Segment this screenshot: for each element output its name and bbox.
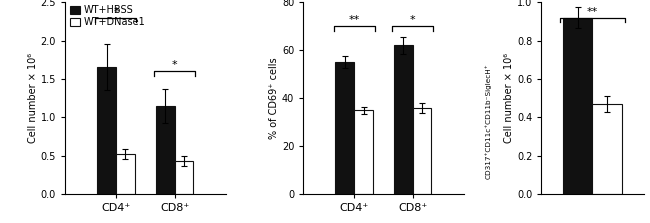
Text: **: **: [587, 7, 598, 17]
Text: *: *: [410, 15, 415, 25]
Bar: [335, 62, 354, 194]
Bar: [592, 104, 622, 194]
Bar: [413, 108, 432, 194]
Y-axis label: Cell number × 10⁶: Cell number × 10⁶: [28, 53, 38, 143]
Bar: [563, 18, 592, 194]
Text: *: *: [172, 60, 177, 70]
Bar: [156, 106, 175, 194]
Text: CD317⁺CD11c⁺CD11b⁻SiglecH⁺: CD317⁺CD11c⁺CD11b⁻SiglecH⁺: [485, 63, 491, 179]
Text: *: *: [113, 7, 119, 17]
Bar: [354, 110, 373, 194]
Bar: [116, 154, 135, 194]
Y-axis label: Cell number × 10⁶: Cell number × 10⁶: [504, 53, 514, 143]
Bar: [98, 67, 116, 194]
Text: **: **: [348, 15, 359, 25]
Legend: WT+HBSS, WT+DNase1: WT+HBSS, WT+DNase1: [70, 5, 145, 27]
Bar: [175, 161, 193, 194]
Bar: [394, 45, 413, 194]
Y-axis label: % of CD69⁺ cells: % of CD69⁺ cells: [269, 57, 279, 139]
